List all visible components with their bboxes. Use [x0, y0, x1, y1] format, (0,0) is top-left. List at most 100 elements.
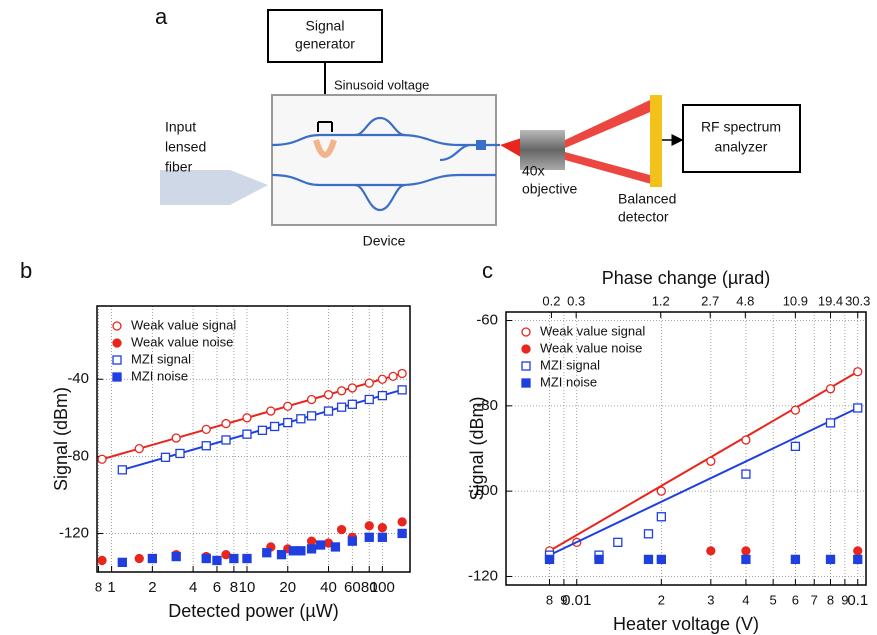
- marker: [790, 405, 801, 415]
- diagram-label: analyzer: [715, 139, 768, 155]
- diagram: a Sinusoid voltage Device: [155, 4, 801, 249]
- beam-down: [565, 152, 655, 185]
- x2-tick-label: 4.8: [736, 293, 754, 308]
- marker: [397, 517, 407, 527]
- marker: [242, 413, 252, 423]
- diagram-label: detector: [618, 209, 669, 225]
- marker: [117, 465, 127, 475]
- x-tick-label: 9: [841, 592, 848, 607]
- coupler: [476, 140, 486, 150]
- marker: [134, 553, 144, 564]
- marker: [117, 557, 127, 568]
- marker: [364, 521, 374, 531]
- marker: [825, 418, 836, 428]
- marker: [315, 540, 326, 550]
- x-tick-label: 1: [107, 579, 115, 596]
- marker: [306, 544, 317, 554]
- signal-generator-box: [267, 9, 383, 63]
- marker: [262, 548, 272, 558]
- marker: [643, 529, 654, 539]
- marker: [336, 386, 347, 396]
- plot-frame: [505, 311, 867, 586]
- marker: [790, 441, 801, 452]
- marker: [201, 424, 211, 435]
- marker: [171, 551, 181, 562]
- x-tick-label: 20: [279, 579, 296, 596]
- marker: [257, 425, 268, 435]
- marker: [283, 401, 293, 411]
- device-box: [271, 94, 497, 226]
- legend-marker: [521, 361, 531, 371]
- legend-marker: [521, 327, 531, 337]
- marker: [242, 553, 252, 564]
- legend-marker: [521, 344, 531, 354]
- x-tick-label: 7: [811, 592, 818, 607]
- x-tick-label: 8: [230, 579, 238, 596]
- y-tick-label: -120: [468, 567, 498, 584]
- legend-label: Weak value noise: [131, 334, 233, 349]
- marker: [613, 537, 623, 547]
- diagram-label: generator: [295, 36, 355, 52]
- sinusoid-label: Sinusoid voltage: [334, 77, 429, 92]
- marker: [377, 532, 388, 542]
- y-axis-title: Signal (dBm): [51, 387, 71, 491]
- diagram-label: Input: [165, 119, 196, 135]
- y-tick-label: -80: [67, 447, 89, 464]
- y-axis-title: Signal (dBm): [467, 396, 487, 500]
- analyzer-box: [682, 104, 801, 173]
- marker: [347, 399, 357, 409]
- fit-line: [101, 372, 403, 461]
- legend-marker: [112, 338, 122, 348]
- fit-line: [549, 370, 859, 552]
- y-tick-label: -100: [468, 482, 498, 499]
- marker: [853, 546, 863, 556]
- x-tick-label: 10: [239, 579, 256, 596]
- x-tick-label: 100: [370, 579, 395, 596]
- x2-tick-label: 10.9: [783, 293, 808, 308]
- x-tick-label: 3: [707, 592, 714, 607]
- marker: [377, 523, 388, 533]
- marker: [160, 452, 171, 462]
- x-tick-label: 6: [213, 579, 221, 596]
- balanced-detector: [650, 95, 662, 187]
- marker: [741, 554, 751, 565]
- legend-label: MZI signal: [540, 357, 600, 372]
- heater: [313, 139, 337, 158]
- diagram-label: objective: [522, 181, 577, 197]
- x2-tick-label: 19.4: [818, 293, 843, 308]
- marker: [266, 406, 276, 416]
- y-tick-label: -120: [59, 524, 89, 541]
- marker: [347, 383, 357, 393]
- marker: [269, 421, 280, 432]
- x2-tick-label: 0.2: [542, 293, 560, 308]
- marker: [656, 486, 666, 496]
- objective: [520, 130, 565, 170]
- marker: [741, 435, 751, 445]
- legend-marker: [112, 372, 122, 382]
- diagram-label: Balanced: [618, 191, 676, 207]
- legend-label: MZI signal: [131, 351, 191, 366]
- panel-label: b: [20, 258, 32, 283]
- electrode: [317, 121, 333, 132]
- marker: [364, 378, 374, 388]
- legend-label: MZI noise: [540, 374, 597, 389]
- legend-label: MZI noise: [131, 368, 188, 383]
- marker: [296, 414, 306, 424]
- plot-frame: [96, 305, 411, 573]
- marker: [201, 553, 211, 564]
- marker: [97, 454, 107, 464]
- marker: [276, 550, 287, 560]
- x2-tick-label: 2.7: [701, 293, 719, 308]
- marker: [175, 448, 185, 459]
- y-tick-label: -60: [476, 312, 498, 329]
- legend-label: Weak value noise: [540, 340, 642, 355]
- diagram-label: RF spectrum: [701, 119, 781, 135]
- marker: [853, 367, 863, 377]
- x-axis-title: Detected power (µW): [168, 601, 338, 621]
- x-tick-label: 8: [95, 579, 102, 594]
- marker: [221, 435, 231, 445]
- legend-marker: [112, 355, 122, 365]
